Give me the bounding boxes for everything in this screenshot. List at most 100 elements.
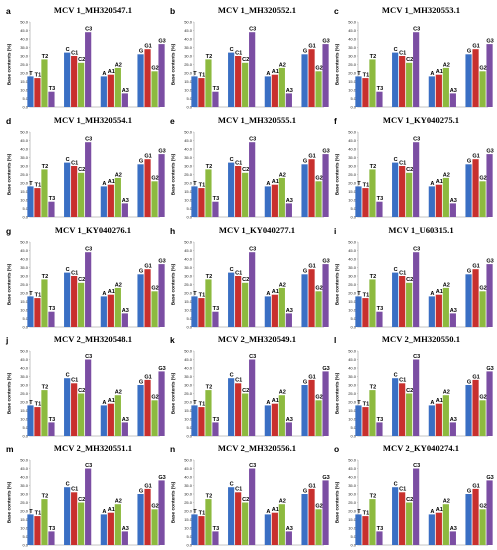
bar [428, 514, 435, 545]
bar [85, 359, 92, 436]
bar-label: A [102, 291, 106, 297]
bar-label: C1 [71, 487, 78, 493]
bar [249, 32, 256, 108]
y-tick-label: 50.0 [348, 20, 357, 25]
chart-panel: m MCV 2_MH320551.1 Base contents (%) 0.0 5.0… [6, 443, 166, 548]
bar-label: C2 [78, 277, 85, 283]
bar [376, 531, 383, 545]
bar [78, 393, 85, 436]
bar [235, 492, 242, 545]
bar [486, 154, 493, 217]
y-tick-label: 40.0 [20, 147, 29, 152]
bar [205, 499, 212, 545]
bar [205, 279, 212, 327]
y-tick-label: 20.0 [20, 291, 29, 296]
y-tick-label: 25.0 [184, 172, 193, 177]
y-tick-label: 35.0 [184, 45, 193, 50]
y-tick-label: 0.0 [22, 543, 28, 548]
bar [301, 164, 308, 217]
bar-label: A3 [450, 526, 457, 532]
y-tick-label: 50.0 [184, 240, 193, 245]
bar-label: C2 [78, 497, 85, 503]
bar [235, 56, 242, 107]
bar [264, 76, 271, 107]
y-tick-label: 5.0 [350, 96, 356, 101]
bar [479, 509, 486, 545]
bar-label: A3 [450, 198, 457, 204]
bar-label: C2 [242, 388, 249, 394]
bar-label: C3 [413, 27, 420, 33]
y-tick-label: 10.0 [348, 417, 357, 422]
y-tick-label: 45.0 [184, 28, 193, 33]
bar-label: A2 [115, 172, 122, 178]
bar [121, 531, 128, 545]
bar-label: A1 [436, 398, 443, 404]
bar [205, 169, 212, 217]
bar [435, 512, 442, 545]
bar-label: C1 [235, 50, 242, 56]
bar-label: G2 [479, 504, 486, 510]
bar-label: C [66, 267, 70, 273]
bar [308, 379, 315, 436]
bar [198, 188, 205, 217]
bar-label: G3 [322, 149, 329, 155]
bar [228, 487, 235, 545]
y-tick-label: 25.0 [20, 391, 29, 396]
y-tick-label: 0.0 [350, 325, 356, 330]
bar-label: G3 [158, 475, 165, 481]
bar-label: T3 [49, 86, 56, 92]
bar-label: G [467, 379, 471, 385]
bar-label: A2 [443, 282, 450, 288]
y-tick-label: 5.0 [22, 96, 28, 101]
bar [85, 468, 92, 545]
y-tick-label: 35.0 [348, 483, 357, 488]
bar [107, 184, 114, 217]
bar [212, 201, 219, 217]
y-tick-label: 50.0 [348, 349, 357, 354]
bar [278, 395, 285, 436]
bar [107, 403, 114, 436]
bar-label: A2 [115, 390, 122, 396]
y-tick-label: 50.0 [184, 20, 193, 25]
bar-label: A2 [115, 282, 122, 288]
bar-label: T3 [213, 86, 220, 92]
bar [278, 67, 285, 107]
bar-label: T2 [370, 385, 377, 391]
bar-label: C [66, 373, 70, 379]
panel-letter: l [334, 335, 336, 345]
bar [392, 162, 399, 217]
bar-label: G [139, 159, 143, 165]
bar [465, 164, 472, 217]
y-tick-label: 40.0 [348, 147, 357, 152]
bar-label: G2 [315, 504, 322, 510]
y-tick-label: 15.0 [184, 189, 193, 194]
y-tick-label: 45.0 [184, 466, 193, 471]
bar [428, 186, 435, 217]
y-tick-label: 25.0 [184, 282, 193, 287]
y-tick-label: 30.0 [20, 164, 29, 169]
bar-label: T1 [363, 402, 370, 408]
bar [249, 252, 256, 327]
bar [151, 291, 158, 327]
bar-label: A2 [279, 62, 286, 68]
bar [479, 400, 486, 436]
bar-label: T [29, 291, 33, 297]
bar [48, 531, 55, 545]
y-tick-label: 30.0 [348, 164, 357, 169]
y-tick-label: 35.0 [20, 483, 29, 488]
bar [465, 274, 472, 327]
bar-label: T [193, 291, 197, 297]
y-tick-label: 25.0 [184, 62, 193, 67]
bar [121, 422, 128, 436]
chart-title: MCV 1_KY040275.1 [383, 115, 459, 125]
bar [392, 378, 399, 436]
bar [205, 59, 212, 107]
bar-label: G1 [144, 374, 151, 380]
bar [48, 91, 55, 107]
bar [355, 514, 362, 545]
bar [41, 390, 48, 436]
y-tick-label: 35.0 [20, 374, 29, 379]
bar [107, 512, 114, 545]
chart-title: MCV 1_MH320554.1 [54, 115, 132, 125]
bar [435, 294, 442, 327]
